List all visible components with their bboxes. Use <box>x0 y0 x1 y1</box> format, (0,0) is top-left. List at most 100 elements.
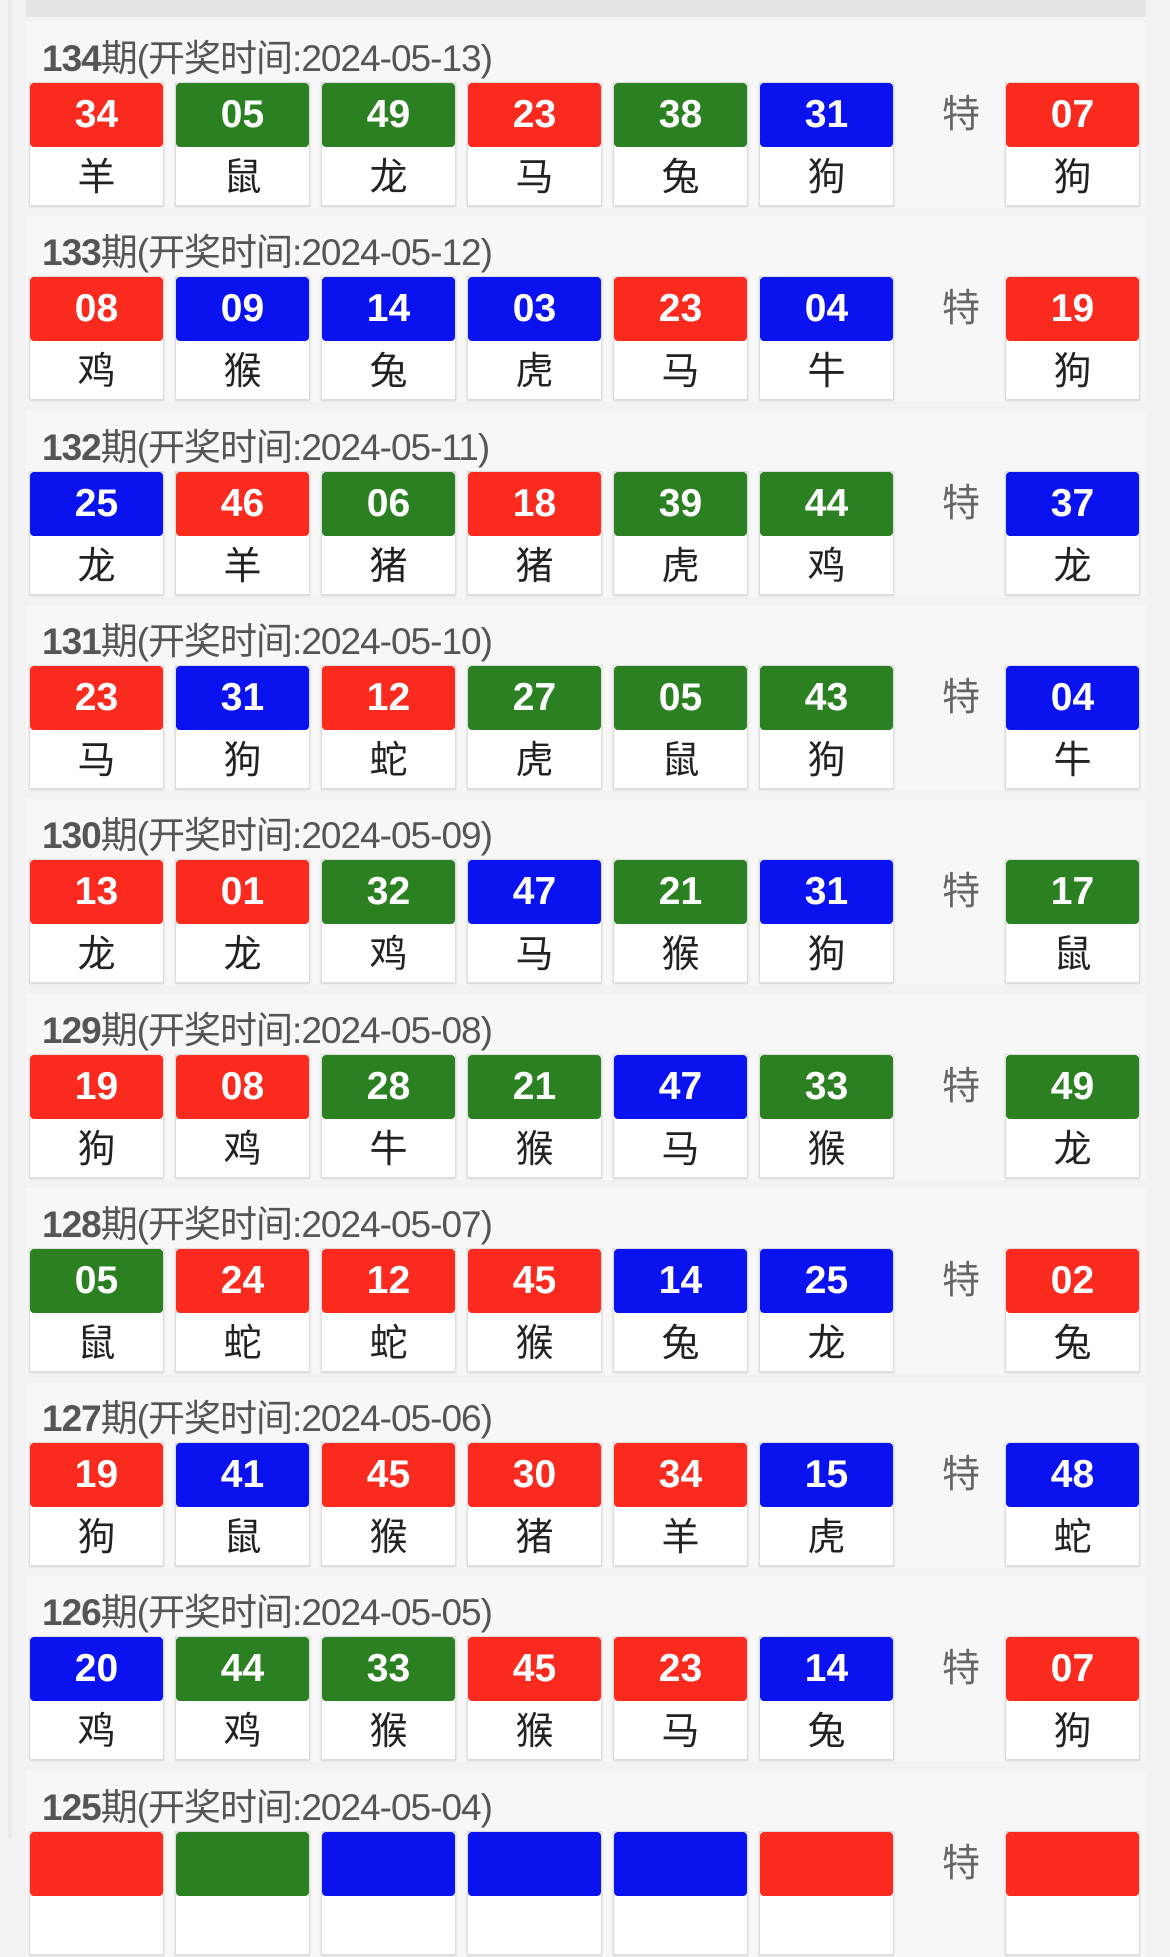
ball-zodiac: 马 <box>661 1709 700 1754</box>
ball-number: 28 <box>322 1054 455 1119</box>
ball-number: 31 <box>176 665 309 730</box>
ball-number: 31 <box>760 83 893 147</box>
ball-number: 19 <box>30 1054 163 1119</box>
draw-row: 131期(开奖时间:2024-05-10) 23 马 31 狗 12 蛇 27 虎 05 鼠 43 狗 特… <box>26 604 1146 791</box>
ball-number: 18 <box>468 471 601 536</box>
period-number: 133 <box>42 232 102 274</box>
ball-number: 49 <box>322 83 455 147</box>
ball-zodiac: 狗 <box>1053 349 1092 394</box>
ball: 28 牛 <box>321 1053 456 1178</box>
ball <box>467 1830 602 1955</box>
special-ball: 07 狗 <box>1005 1636 1140 1761</box>
ball-number: 24 <box>176 1248 309 1313</box>
draw-title: 133期(开奖时间:2024-05-12) <box>42 222 493 276</box>
ball: 04 牛 <box>759 276 894 401</box>
ball-number: 44 <box>176 1637 309 1702</box>
ball-number: 15 <box>760 1443 893 1508</box>
period-number: 132 <box>42 426 102 468</box>
special-label: 特 <box>941 674 980 719</box>
ball-zodiac: 牛 <box>807 349 846 394</box>
ball: 31 狗 <box>175 664 310 789</box>
ball-number: 37 <box>1006 471 1139 536</box>
ball-zodiac: 鼠 <box>77 1320 116 1365</box>
ball: 01 龙 <box>175 859 310 984</box>
ball: 05 鼠 <box>613 664 748 789</box>
ball-number <box>322 1831 455 1896</box>
special-label: 特 <box>941 92 980 136</box>
ball-number: 08 <box>30 277 163 342</box>
ball-zodiac: 龙 <box>1053 1126 1092 1171</box>
ball-number: 07 <box>1006 1637 1139 1702</box>
ball-number: 05 <box>30 1248 163 1313</box>
ball: 23 马 <box>613 1636 748 1761</box>
ball-zodiac: 兔 <box>1053 1320 1092 1365</box>
ball-zodiac: 猴 <box>807 1126 846 1171</box>
ball-zodiac: 狗 <box>807 737 846 782</box>
ball-zodiac: 猴 <box>369 1709 408 1754</box>
ball-zodiac: 马 <box>661 349 700 394</box>
ball-number: 34 <box>30 83 163 147</box>
period-number: 125 <box>42 1786 102 1828</box>
ball-zodiac: 龙 <box>807 1320 846 1365</box>
ball-zodiac: 蛇 <box>369 737 408 782</box>
ball-number <box>1006 1831 1139 1896</box>
draw-title: 125期(开奖时间:2024-05-04) <box>42 1777 493 1831</box>
ball: 08 鸡 <box>175 1053 310 1178</box>
ball-zodiac: 鸡 <box>77 349 116 394</box>
ball: 31 狗 <box>759 82 894 206</box>
ball-number: 47 <box>614 1054 747 1119</box>
period-number: 128 <box>42 1203 102 1245</box>
ball-zodiac: 虎 <box>807 1515 846 1560</box>
ball-number: 21 <box>468 1054 601 1119</box>
ball-zodiac: 鼠 <box>223 155 262 199</box>
special-ball: 17 鼠 <box>1005 859 1140 984</box>
ball: 08 鸡 <box>29 276 164 401</box>
ball-number: 33 <box>760 1054 893 1119</box>
draw-title: 134期(开奖时间:2024-05-13) <box>42 28 493 82</box>
special-label: 特 <box>941 1452 980 1497</box>
draw-title: 132期(开奖时间:2024-05-11) <box>42 417 490 471</box>
ball: 23 马 <box>467 82 602 206</box>
ball-zodiac: 狗 <box>77 1515 116 1560</box>
special-label: 特 <box>941 1840 980 1885</box>
ball-zodiac: 虎 <box>515 349 554 394</box>
ball: 12 蛇 <box>321 664 456 789</box>
ball-zodiac: 鼠 <box>223 1515 262 1560</box>
ball <box>613 1830 748 1956</box>
ball-zodiac: 兔 <box>807 1709 846 1754</box>
ball-zodiac: 牛 <box>1053 737 1092 782</box>
ball-zodiac: 羊 <box>223 543 262 588</box>
draw-time: 期(开奖时间:2024-05-05) <box>100 1592 493 1634</box>
special-label: 特 <box>941 869 980 914</box>
ball-zodiac: 猪 <box>515 543 554 588</box>
special-ball: 19 狗 <box>1005 276 1140 401</box>
ball-number: 45 <box>468 1248 601 1313</box>
ball-zodiac: 兔 <box>369 349 408 394</box>
ball-number <box>614 1831 747 1896</box>
ball-zodiac <box>760 1896 893 1956</box>
ball: 23 马 <box>613 276 748 401</box>
ball: 05 鼠 <box>29 1247 164 1372</box>
ball-number: 14 <box>760 1637 893 1702</box>
draw-time: 期(开奖时间:2024-05-04) <box>100 1786 493 1828</box>
ball-number: 38 <box>614 83 747 147</box>
ball: 46 羊 <box>175 470 310 595</box>
ball-zodiac <box>614 1896 747 1956</box>
page-edge <box>8 0 12 1838</box>
ball: 43 狗 <box>759 664 894 789</box>
period-number: 130 <box>42 815 102 857</box>
ball-number: 49 <box>1006 1054 1139 1119</box>
ball-number: 45 <box>468 1637 601 1702</box>
ball: 47 马 <box>613 1053 748 1178</box>
ball-number: 14 <box>614 1248 747 1313</box>
ball-number: 47 <box>468 860 601 925</box>
ball: 12 蛇 <box>321 1247 456 1372</box>
draw-title: 130期(开奖时间:2024-05-09) <box>42 805 493 859</box>
ball-number: 04 <box>760 277 893 342</box>
ball-number: 19 <box>30 1443 163 1508</box>
draw-row: 129期(开奖时间:2024-05-08) 19 狗 08 鸡 28 牛 21 猴 47 马 33 猴 特… <box>26 993 1146 1180</box>
top-bar <box>26 0 1146 17</box>
ball: 33 猴 <box>759 1053 894 1178</box>
ball-number: 31 <box>760 860 893 925</box>
special-ball <box>1005 1830 1140 1955</box>
